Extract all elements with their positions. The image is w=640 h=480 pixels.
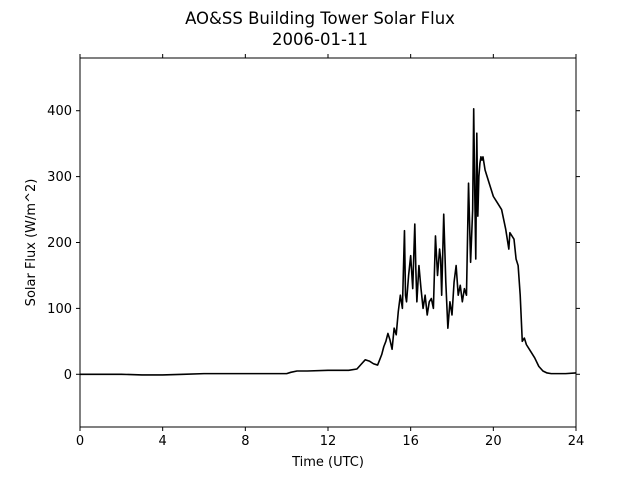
y-tick-label: 400 bbox=[47, 104, 72, 119]
y-tick-label: 200 bbox=[47, 236, 72, 251]
x-axis-ticks: 0 4 8 12 16 20 24 bbox=[76, 54, 584, 449]
y-tick-label: 0 bbox=[64, 368, 72, 383]
x-tick-label: 0 bbox=[76, 434, 84, 449]
y-tick-label: 100 bbox=[47, 302, 72, 317]
series-line-0 bbox=[80, 107, 577, 376]
y-axis-ticks: 0 100 200 300 400 bbox=[47, 104, 580, 383]
x-tick-label: 24 bbox=[568, 434, 585, 449]
axes-frame bbox=[79, 57, 577, 428]
chart-subtitle: 2006-01-11 bbox=[272, 30, 368, 49]
y-axis-label: Solar Flux (W/m^2) bbox=[24, 179, 39, 307]
chart-title: AO&SS Building Tower Solar Flux bbox=[185, 9, 455, 28]
x-tick-label: 8 bbox=[241, 434, 249, 449]
x-tick-label: 20 bbox=[485, 434, 502, 449]
plot-area bbox=[79, 57, 577, 428]
x-tick-label: 4 bbox=[159, 434, 167, 449]
y-tick-label: 300 bbox=[47, 170, 72, 185]
x-axis-label: Time (UTC) bbox=[291, 455, 364, 470]
x-tick-label: 12 bbox=[320, 434, 337, 449]
x-tick-label: 16 bbox=[402, 434, 419, 449]
chart-title-block: AO&SS Building Tower Solar Flux 2006-01-… bbox=[0, 8, 640, 50]
